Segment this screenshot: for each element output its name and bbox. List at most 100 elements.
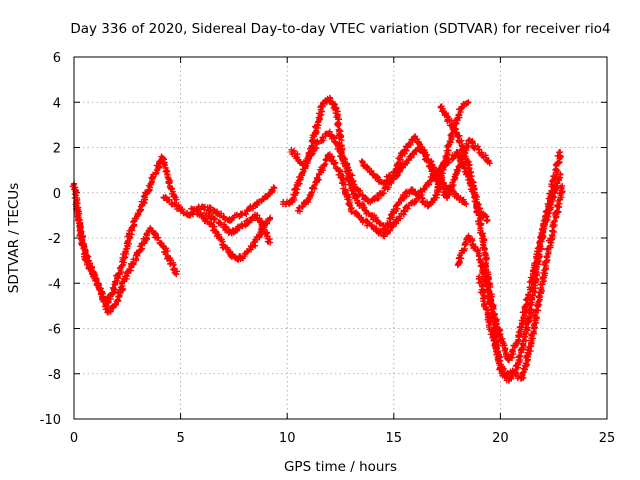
- data-marker: [474, 143, 481, 150]
- series-track-e: [202, 210, 274, 246]
- data-point: [484, 311, 491, 318]
- data-point: [130, 259, 137, 266]
- data-marker: [310, 184, 317, 191]
- data-point: [241, 221, 248, 228]
- data-point: [380, 232, 387, 239]
- data-point: [444, 194, 451, 201]
- data-point: [373, 216, 380, 223]
- data-point: [326, 128, 333, 135]
- data-marker: [554, 179, 561, 186]
- data-marker: [452, 172, 459, 179]
- data-point: [465, 137, 472, 144]
- data-point: [316, 171, 323, 178]
- data-point: [527, 343, 534, 350]
- data-marker: [485, 289, 492, 296]
- data-point: [262, 194, 269, 201]
- data-marker: [353, 194, 360, 201]
- data-marker: [166, 196, 173, 203]
- data-point: [326, 94, 333, 101]
- data-point: [463, 155, 470, 162]
- data-marker: [524, 295, 531, 302]
- data-point: [412, 198, 419, 205]
- data-point: [548, 198, 555, 205]
- data-point: [301, 162, 308, 169]
- data-point: [173, 196, 180, 203]
- data-marker: [319, 134, 326, 141]
- data-point: [128, 225, 135, 232]
- data-point: [109, 291, 116, 298]
- data-point: [497, 334, 504, 341]
- data-point: [209, 223, 216, 230]
- data-point: [294, 207, 301, 214]
- data-marker: [75, 220, 82, 227]
- data-point: [122, 275, 129, 282]
- data-marker: [443, 113, 450, 120]
- data-point: [96, 284, 103, 291]
- x-tick-label: 25: [599, 431, 616, 446]
- data-marker: [459, 146, 466, 153]
- data-marker: [437, 183, 444, 190]
- data-point: [465, 99, 472, 106]
- data-marker: [406, 140, 413, 147]
- data-marker: [110, 285, 117, 292]
- data-point: [166, 182, 173, 189]
- data-point: [233, 255, 240, 262]
- data-marker: [385, 177, 392, 184]
- data-marker: [350, 178, 357, 185]
- data-point: [401, 146, 408, 153]
- x-tick-label: 15: [386, 431, 403, 446]
- data-marker: [73, 213, 80, 220]
- chart-title: Day 336 of 2020, Sidereal Day-to-day VTE…: [70, 21, 610, 37]
- data-point: [220, 241, 227, 248]
- data-marker: [349, 172, 356, 179]
- data-marker: [533, 314, 540, 321]
- data-point: [454, 149, 461, 156]
- y-tick-label: 2: [53, 142, 61, 157]
- data-point: [267, 214, 274, 221]
- data-point: [88, 266, 95, 273]
- data-marker: [260, 226, 267, 233]
- data-point: [154, 235, 161, 241]
- data-marker: [160, 160, 167, 167]
- data-marker: [533, 307, 540, 314]
- data-marker: [331, 160, 338, 167]
- data-marker: [487, 283, 494, 290]
- data-point: [444, 160, 451, 167]
- data-point: [288, 198, 295, 205]
- plot-frame: [73, 56, 608, 420]
- data-point: [147, 225, 154, 232]
- data-marker: [478, 262, 485, 269]
- data-marker: [463, 140, 470, 147]
- data-point: [154, 167, 161, 174]
- data-point: [160, 194, 167, 201]
- y-tick-label: 0: [53, 187, 61, 202]
- data-marker: [552, 167, 559, 174]
- data-point: [250, 241, 257, 248]
- data-point: [160, 244, 167, 251]
- data-point: [454, 194, 461, 201]
- data-point: [139, 241, 146, 248]
- data-point: [348, 205, 355, 212]
- data-marker: [178, 206, 185, 213]
- data-point: [535, 298, 542, 305]
- data-point: [433, 192, 440, 199]
- data-marker: [522, 337, 529, 344]
- data-point: [505, 357, 512, 364]
- data-point: [486, 293, 493, 300]
- data-point: [339, 153, 346, 160]
- data-point: [433, 176, 440, 183]
- data-marker: [340, 158, 347, 165]
- data-point: [463, 201, 470, 208]
- data-point: [314, 139, 321, 146]
- y-tick-label: -2: [48, 232, 61, 247]
- data-point: [390, 221, 397, 228]
- data-point: [390, 210, 397, 217]
- data-point: [476, 146, 483, 153]
- data-point: [337, 171, 344, 178]
- data-point: [369, 171, 376, 178]
- data-point: [407, 187, 414, 194]
- data-marker: [127, 234, 134, 241]
- data-point: [412, 133, 419, 140]
